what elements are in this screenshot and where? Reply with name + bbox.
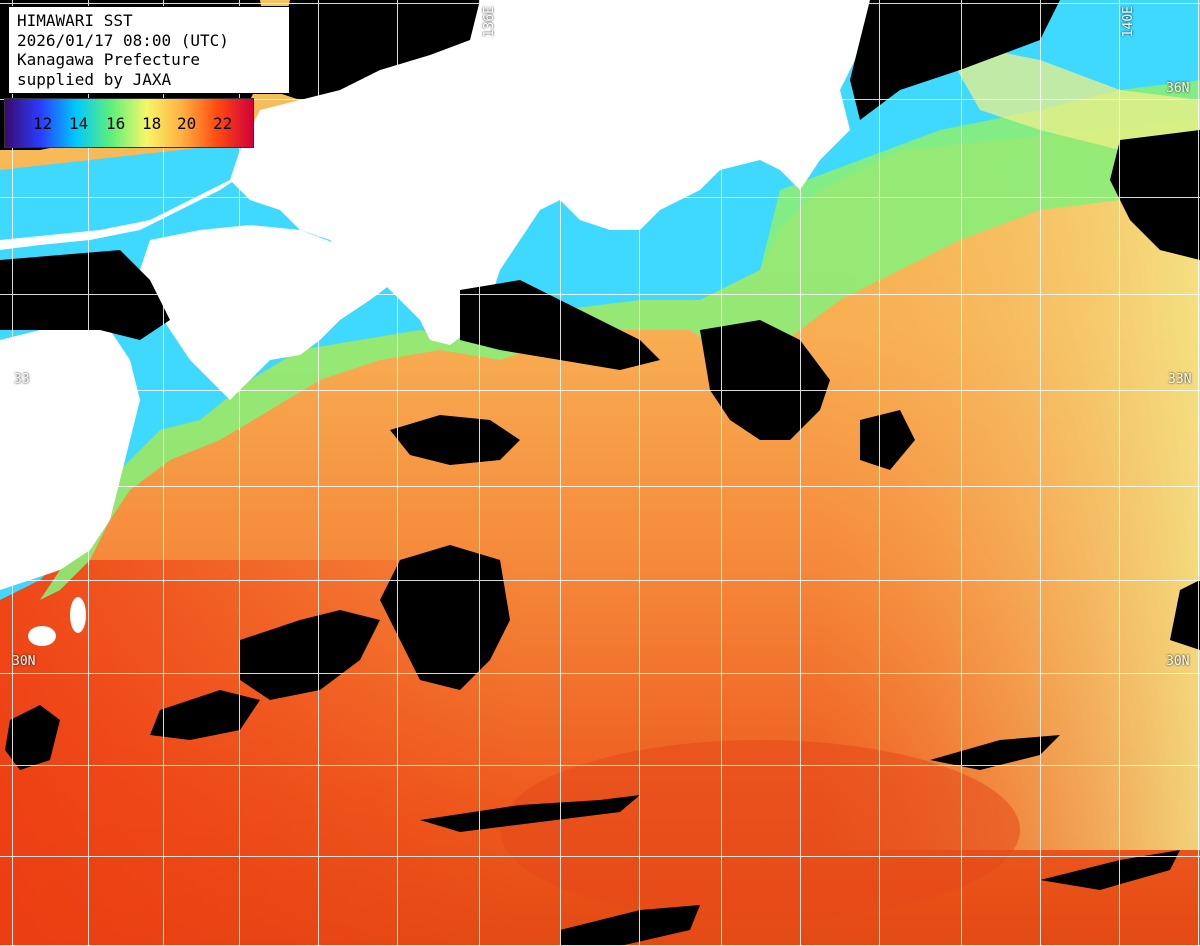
legend-tick: 14 — [69, 114, 89, 133]
product-title: HIMAWARI SST — [17, 11, 133, 30]
legend-ticks: 12 14 16 18 20 22 — [5, 114, 255, 134]
supplier-credit: supplied by JAXA — [17, 69, 172, 89]
cloud-streak-a — [420, 795, 640, 832]
western-honshu-land — [0, 110, 280, 250]
lat-36-right-label: 36N — [1166, 81, 1190, 96]
lon-140-label: 140E — [1121, 6, 1136, 38]
legend-tick: 12 — [33, 114, 53, 133]
cloud-east-coast — [1110, 130, 1200, 260]
cloud-streak-b — [930, 735, 1060, 770]
land — [0, 0, 870, 646]
cloud-south-band-b — [240, 610, 380, 700]
cloud-east-patch — [860, 410, 915, 470]
timestamp: 2026/01/17 08:00 (UTC) — [17, 30, 229, 50]
tanegashima-land — [70, 597, 86, 633]
lon-136-label: 136E — [482, 6, 497, 38]
cloud-central-patch — [390, 415, 520, 465]
info-box: HIMAWARI SST 2026/01/17 08:00 (UTC) Kana… — [8, 6, 290, 94]
lat-33-right-label: 33N — [1168, 372, 1192, 387]
cloud-east-edge — [1170, 580, 1200, 650]
cloud-south-band-c — [150, 690, 260, 740]
lat-33-left-label: 33 — [14, 372, 30, 387]
hot-water-patch — [500, 740, 1020, 920]
legend-color-bar — [5, 99, 253, 147]
lat-30-left-label: 30N — [12, 654, 36, 669]
cloud-north-east — [850, 0, 1060, 120]
cloud-izu-south — [700, 320, 830, 440]
honshu-land — [230, 0, 870, 345]
temperature-legend: 12 14 16 18 20 22 — [4, 98, 254, 148]
cloud-south-band-a — [380, 545, 510, 690]
cloud-north-central — [270, 0, 480, 100]
cloud-south-west — [5, 705, 60, 770]
kyushu-land — [0, 320, 140, 590]
shikoku-land — [140, 225, 390, 400]
legend-tick: 16 — [106, 114, 126, 133]
legend-tick: 18 — [142, 114, 162, 133]
mild-coastal-water — [40, 80, 1200, 600]
legend-tick: 22 — [213, 114, 233, 133]
lat-30-right-label: 30N — [1166, 654, 1190, 669]
prefecture-credit: Kanagawa Prefecture — [17, 50, 201, 69]
yakushima-land — [28, 626, 56, 646]
cloud-south-center — [560, 905, 700, 946]
cloud-streak-c — [1040, 850, 1180, 890]
legend-tick: 20 — [177, 114, 197, 133]
